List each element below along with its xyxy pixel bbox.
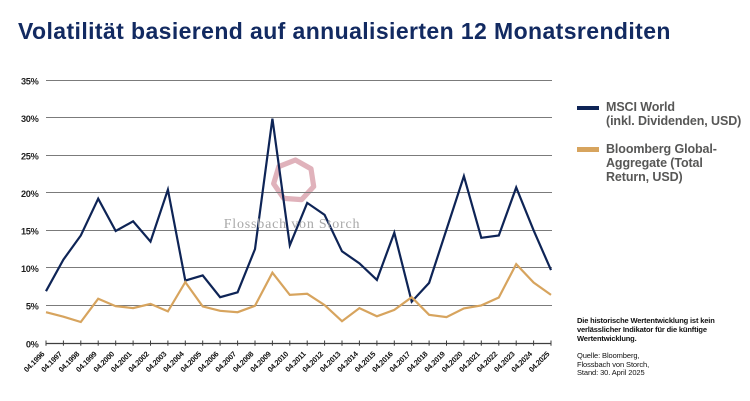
svg-text:25%: 25% [21,151,39,161]
svg-text:0%: 0% [26,339,39,349]
svg-text:5%: 5% [26,302,39,312]
svg-text:35%: 35% [21,76,39,86]
svg-text:10%: 10% [21,264,39,274]
svg-text:20%: 20% [21,189,39,199]
svg-text:15%: 15% [21,227,39,237]
svg-text:30%: 30% [21,114,39,124]
